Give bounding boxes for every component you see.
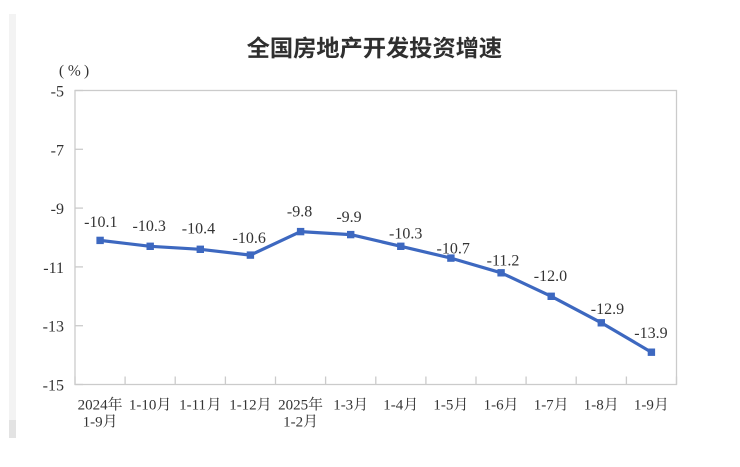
- svg-text:1-5: 1-5: [433, 398, 453, 414]
- svg-text:-10.1: -10.1: [84, 214, 117, 231]
- svg-text:2025: 2025: [278, 398, 308, 414]
- svg-text:1-9: 1-9: [634, 398, 654, 414]
- svg-text:-13: -13: [43, 319, 64, 336]
- svg-text:-9.8: -9.8: [287, 203, 312, 220]
- svg-text:-15: -15: [43, 378, 64, 395]
- svg-text:1-12: 1-12: [229, 398, 257, 414]
- svg-text:1-6: 1-6: [484, 398, 504, 414]
- svg-text:-10.3: -10.3: [389, 226, 422, 243]
- svg-text:-13.9: -13.9: [634, 325, 667, 342]
- svg-text:1-9: 1-9: [83, 414, 103, 430]
- svg-text:-10.6: -10.6: [233, 230, 266, 247]
- svg-text:1-4: 1-4: [383, 398, 403, 414]
- svg-text:1-10: 1-10: [129, 398, 157, 414]
- svg-text:1-2: 1-2: [283, 414, 303, 430]
- svg-text:2024: 2024: [78, 398, 109, 414]
- svg-text:-9.9: -9.9: [336, 209, 361, 226]
- svg-text:-7: -7: [51, 142, 64, 159]
- svg-text:1-8: 1-8: [584, 398, 604, 414]
- svg-text:-10.7: -10.7: [437, 241, 470, 258]
- svg-text:-11: -11: [43, 260, 64, 277]
- svg-text:-10.3: -10.3: [133, 218, 166, 235]
- svg-text:-5: -5: [51, 84, 64, 101]
- svg-text:-9: -9: [51, 201, 64, 218]
- svg-text:1-3: 1-3: [333, 398, 353, 414]
- svg-text:1-7: 1-7: [534, 398, 554, 414]
- svg-text:-10.4: -10.4: [182, 221, 215, 238]
- svg-text:1-11: 1-11: [179, 398, 206, 414]
- svg-text:-11.2: -11.2: [487, 252, 520, 269]
- svg-text:-12.0: -12.0: [534, 268, 567, 285]
- svg-text:-12.9: -12.9: [591, 301, 624, 318]
